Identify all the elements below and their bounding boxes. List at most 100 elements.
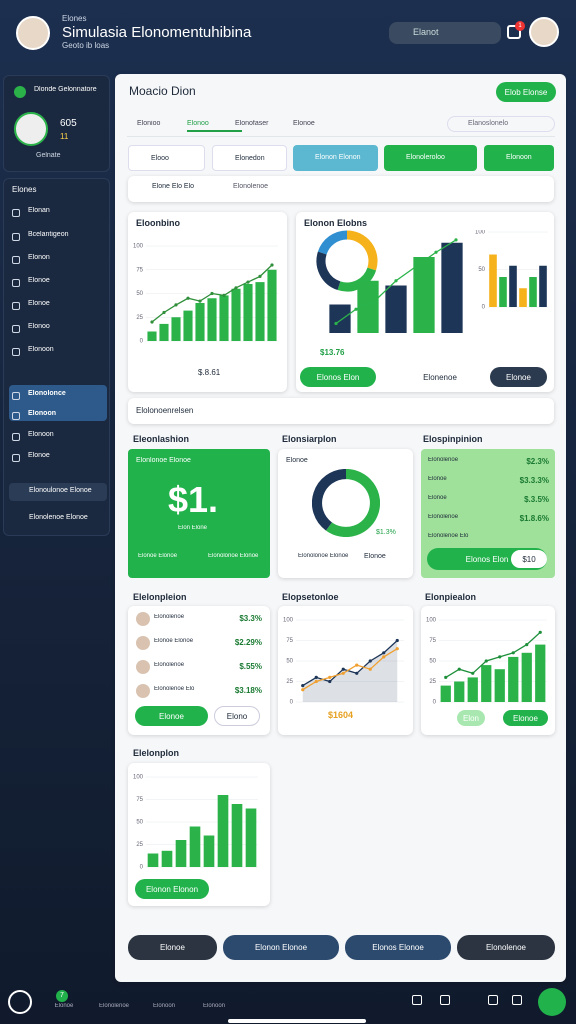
bar xyxy=(203,835,215,867)
row-value: $.3.5% xyxy=(524,495,549,504)
bottom-button[interactable]: Elonolenoe xyxy=(457,935,555,960)
point xyxy=(395,647,399,651)
row-value xyxy=(501,533,549,545)
bottom-button[interactable]: Elonon Elonoe xyxy=(223,935,339,960)
nav-icon[interactable] xyxy=(512,995,522,1005)
bar xyxy=(467,677,478,702)
card-button-value[interactable]: $10 xyxy=(511,550,547,568)
bar xyxy=(231,804,243,867)
row-label: Elonoe xyxy=(428,476,447,482)
card-button[interactable]: Elonoe xyxy=(503,710,548,726)
y-tick-label: 100 xyxy=(426,618,437,624)
app-title: Simulasia Elonomentuhibina xyxy=(62,24,252,41)
avatar xyxy=(14,112,48,146)
tab[interactable]: Elonofaser xyxy=(235,120,269,127)
point xyxy=(334,321,338,326)
row-label: Elonoe xyxy=(428,495,447,501)
tab[interactable]: Elonoo xyxy=(187,120,242,132)
section-title: Elones xyxy=(12,185,37,194)
row-value: $.55% xyxy=(239,662,262,671)
bar xyxy=(529,277,537,307)
nav-item[interactable]: Elonolenoe xyxy=(98,1003,130,1009)
y-tick-label: 0 xyxy=(140,339,144,345)
bar xyxy=(245,808,257,867)
point xyxy=(471,671,475,675)
nav-icon[interactable] xyxy=(440,995,450,1005)
nav-item[interactable]: Elonoon xyxy=(28,346,54,353)
collapse[interactable]: Elolonoenrelsen xyxy=(128,398,554,424)
filter-chip[interactable]: Elonoon xyxy=(484,145,554,171)
card-button[interactable]: Elonoe xyxy=(490,367,547,387)
bottom-button[interactable]: Elonos Elonoe xyxy=(345,935,451,960)
card-button[interactable]: Elonon Elonon xyxy=(135,879,209,899)
point xyxy=(511,651,515,655)
card-button[interactable]: Elono xyxy=(214,706,260,726)
nav-item[interactable]: Bcelantigeon xyxy=(28,231,69,238)
nav-item[interactable]: Elonan xyxy=(28,207,50,214)
point xyxy=(210,291,214,296)
nav-item[interactable]: Elonon xyxy=(28,254,50,261)
section-heading: Elonpiealon xyxy=(425,592,477,602)
nav-item[interactable]: Elonoo xyxy=(28,323,50,330)
card-button[interactable]: Elonenoe xyxy=(423,372,457,382)
stat: 605 xyxy=(60,118,77,129)
chart: 0 25 50 75 100 xyxy=(426,618,547,706)
filter-chip[interactable]: Elonoleroloo xyxy=(384,145,477,171)
fab[interactable] xyxy=(538,988,566,1016)
page-title: Moacio Dion xyxy=(129,84,196,98)
y-tick-label: 50 xyxy=(136,820,143,826)
point xyxy=(457,667,461,671)
chart xyxy=(312,469,380,537)
nav-item[interactable]: Elonoon xyxy=(28,410,56,417)
nav-item[interactable]: Elonoon xyxy=(202,1003,226,1009)
profile-card: Dlonde Gelonnatore 605 11 Gelnate xyxy=(3,75,110,172)
donut-card: Elonoe $1.3% Elonolonoe Elonoe Elonoe xyxy=(278,449,413,578)
nav-item[interactable]: Elonoe xyxy=(54,1003,74,1009)
avatar[interactable] xyxy=(529,17,559,47)
notification-icon[interactable] xyxy=(507,25,521,39)
bar xyxy=(231,288,241,341)
point xyxy=(355,671,359,675)
search[interactable]: Elanot xyxy=(389,22,501,44)
bar xyxy=(357,280,379,333)
nav-item[interactable]: Elonoe xyxy=(28,300,50,307)
y-tick-label: 100 xyxy=(133,775,144,781)
filter-chip[interactable]: Elooo xyxy=(128,145,205,171)
y-tick-label: 25 xyxy=(429,679,436,685)
card-button[interactable]: Elon xyxy=(457,710,485,726)
card-button[interactable]: Elonoe xyxy=(135,706,208,726)
y-tick-label: 25 xyxy=(286,679,293,685)
nav-item[interactable]: Elonoe xyxy=(28,452,50,459)
nav-item[interactable]: Elonolonce xyxy=(28,390,66,397)
tab[interactable]: Elonioo xyxy=(137,120,161,127)
nav-icon[interactable] xyxy=(412,995,422,1005)
nav-icon[interactable] xyxy=(8,990,32,1014)
y-tick-label: 75 xyxy=(136,267,143,273)
point xyxy=(355,663,359,667)
tab[interactable]: Elonoe xyxy=(293,120,315,127)
sidebar-link[interactable]: Elonoulonoe Elonoe xyxy=(9,483,107,501)
nav-icon[interactable] xyxy=(488,995,498,1005)
nav-item[interactable]: Elonoon xyxy=(152,1003,176,1009)
bar xyxy=(329,304,351,333)
bottom-button[interactable]: Elonoe xyxy=(128,935,217,960)
point xyxy=(382,651,386,655)
action-button[interactable]: Elob Elonse xyxy=(496,82,556,102)
bar xyxy=(243,284,253,341)
select[interactable]: Elone Elo Elo Elonolenoe xyxy=(128,176,554,202)
bar xyxy=(489,254,497,307)
nav-item[interactable]: Elonoe xyxy=(28,277,50,284)
sidebar-link[interactable]: Elonolenoe Elonoe xyxy=(29,514,88,521)
card-button[interactable]: Elonos Elon xyxy=(300,367,376,387)
nav-icon xyxy=(12,325,20,333)
search[interactable]: Elanoslonelo xyxy=(447,116,555,132)
nav-icon xyxy=(12,209,20,217)
point xyxy=(314,675,318,679)
bar xyxy=(219,295,229,341)
filter-chip[interactable]: Elonon Elonon xyxy=(293,145,378,171)
row-label: Elonolenoe xyxy=(428,514,459,520)
filter-chip[interactable]: Elonedon xyxy=(212,145,287,171)
nav-item[interactable]: Elonoon xyxy=(28,431,54,438)
line xyxy=(302,648,398,691)
nav-icon xyxy=(12,454,20,462)
